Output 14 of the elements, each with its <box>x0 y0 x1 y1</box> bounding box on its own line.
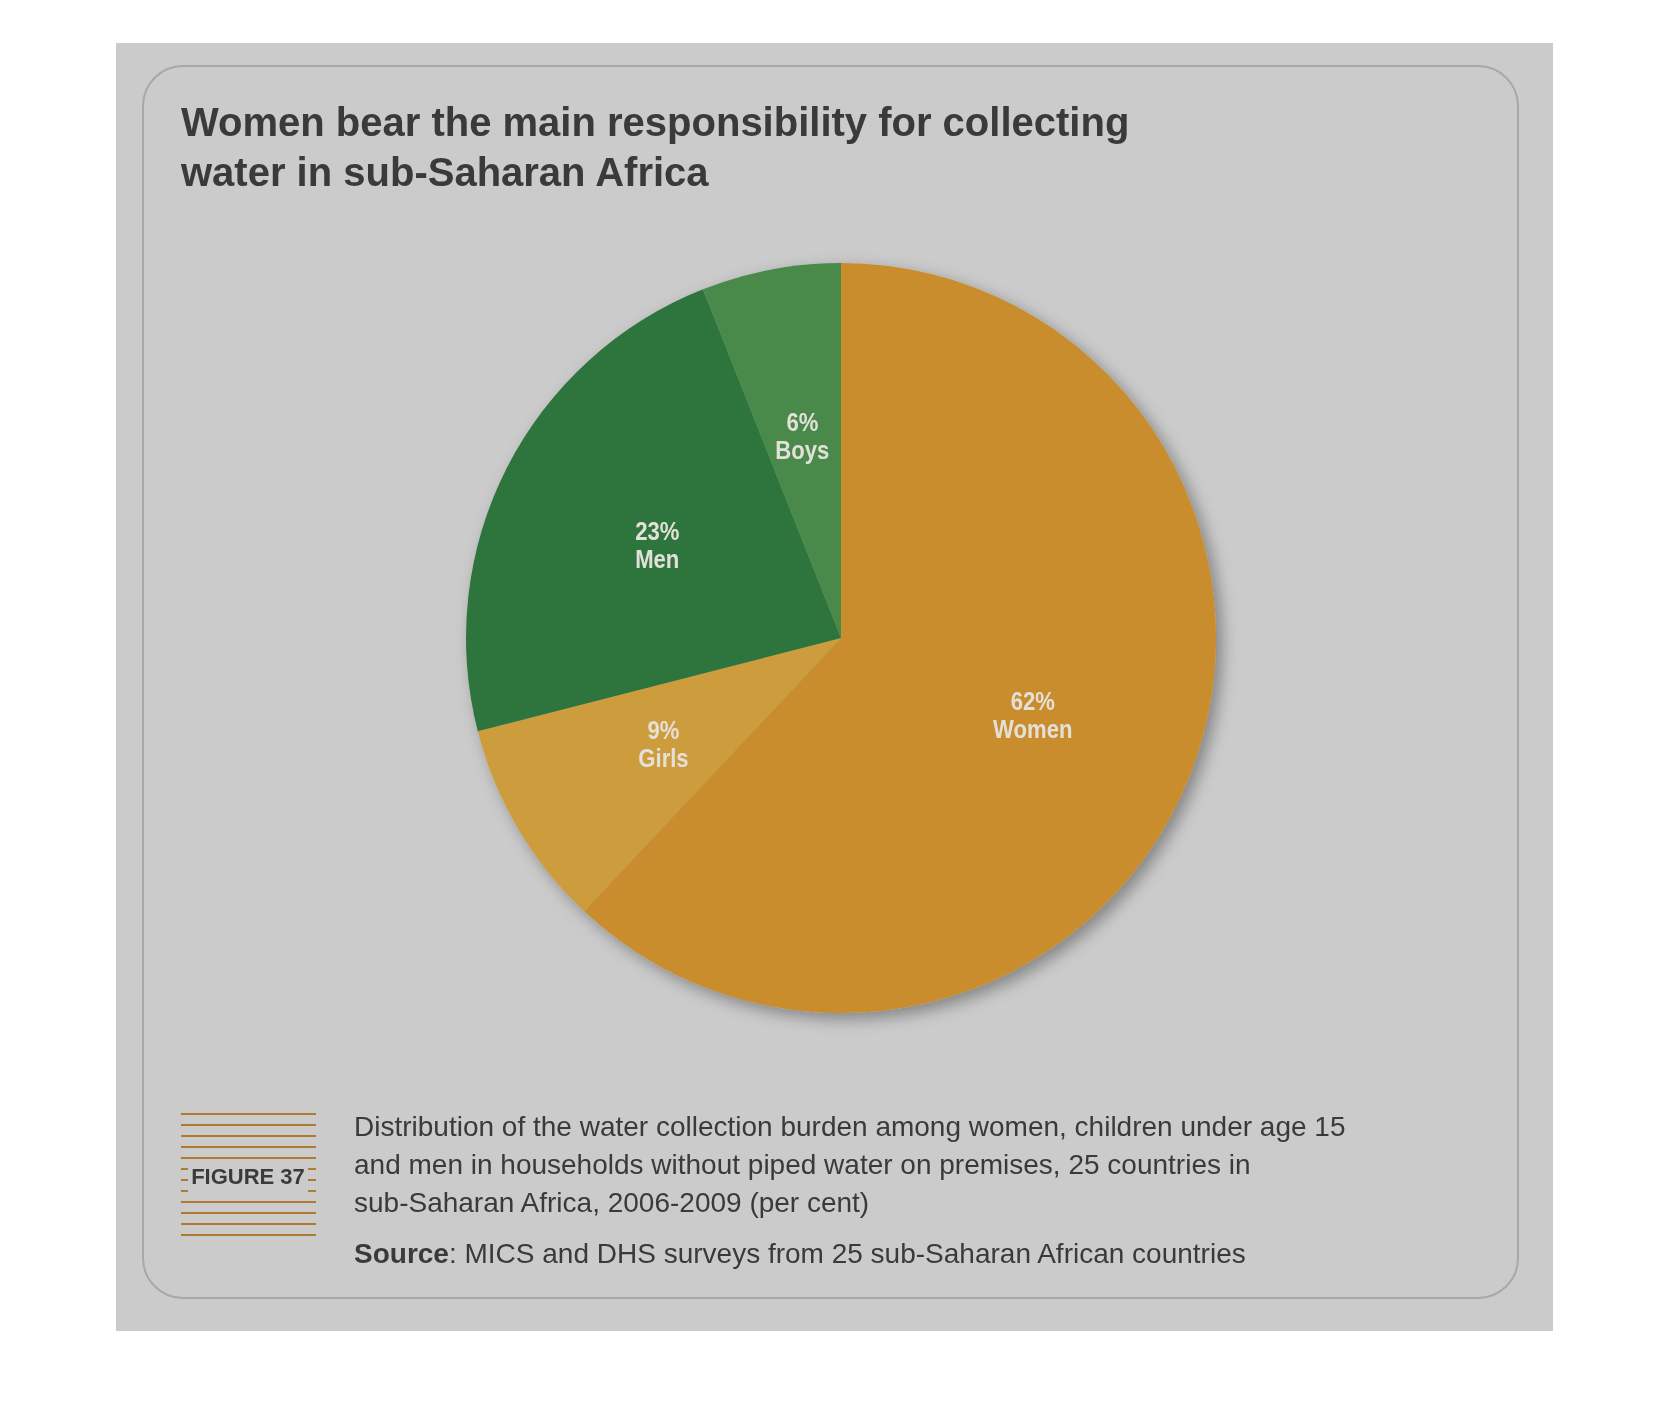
slice-label: Women <box>993 714 1073 744</box>
text: Distribution of the water collection burden among women, children under age 15 and men in households without piped water on premises, 25 countries in sub-Saharan Africa, 2006-2009 (per cent) <box>354 1111 1346 1218</box>
slice-label: Boys <box>775 435 830 465</box>
pie-slice <box>584 263 1216 1013</box>
pie-slice <box>702 263 841 638</box>
data-label: 23% <box>635 516 680 546</box>
data-label: 9% <box>647 715 680 745</box>
pie-slice <box>477 638 841 912</box>
data-label: 62% <box>1010 686 1055 716</box>
source-note: Source: MICS and DHS surveys from 25 sub-Saharan African countries <box>354 1238 1246 1269</box>
slice-label: Girls <box>638 743 689 773</box>
data-label: 6% <box>786 407 819 437</box>
slice-label: Men <box>635 544 680 574</box>
chart-title: Women bear the main responsibility for collecting water in sub-Saharan Africa <box>180 100 1130 194</box>
